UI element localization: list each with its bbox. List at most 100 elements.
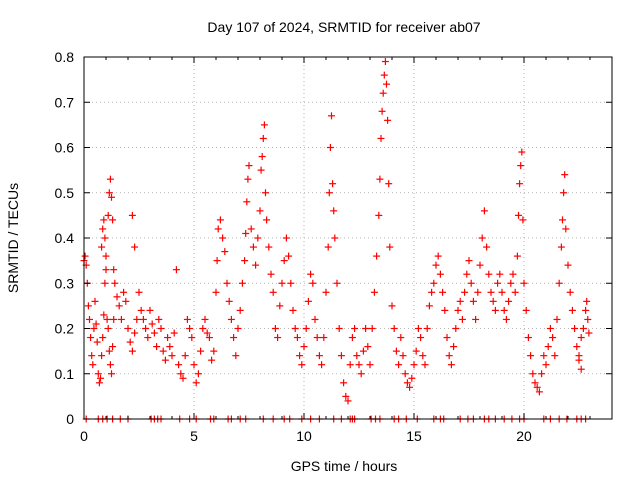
data-point [557, 243, 565, 251]
data-point [194, 370, 202, 378]
x-axis-label: GPS time / hours [291, 458, 398, 474]
data-point [585, 329, 593, 337]
data-point [452, 325, 460, 332]
data-point [280, 257, 288, 265]
data-point [340, 379, 348, 387]
data-point [489, 297, 497, 305]
data-point [485, 270, 493, 278]
data-point [500, 306, 508, 314]
data-point [342, 392, 350, 400]
data-point [549, 334, 557, 342]
data-point [208, 356, 216, 364]
data-point [192, 379, 200, 387]
data-point [103, 315, 111, 323]
data-point [101, 234, 109, 242]
x-tick-label: 10 [296, 428, 312, 444]
data-point [291, 325, 299, 332]
data-point [106, 175, 114, 183]
data-point [329, 180, 337, 188]
data-point [289, 306, 297, 314]
data-point [263, 216, 271, 224]
data-point [381, 58, 389, 66]
data-point [584, 315, 592, 323]
tick-labels: 0 0.1 0.2 0.3 0.4 0.5 0.6 0.7 0.8 0 5 10 15 20 [55, 49, 612, 444]
data-point [397, 334, 405, 342]
data-point [98, 243, 106, 251]
y-tick-label: 0.3 [55, 275, 75, 291]
data-point [265, 243, 273, 251]
data-point [313, 334, 321, 342]
data-point [476, 261, 484, 269]
data-point [417, 334, 425, 342]
data-point [564, 261, 572, 269]
grid-layer [84, 57, 612, 419]
x-tick-label: 15 [406, 428, 422, 444]
data-point [511, 288, 519, 296]
data-point [463, 270, 471, 278]
data-point [122, 297, 130, 305]
data-point [164, 334, 172, 342]
data-point [544, 343, 552, 351]
data-point [92, 320, 100, 328]
data-point [311, 315, 319, 323]
y-tick-label: 0.7 [55, 94, 75, 110]
y-tick-label: 0.5 [55, 185, 75, 201]
data-point [502, 315, 510, 323]
data-point [282, 234, 290, 242]
data-point [515, 211, 522, 219]
data-point [113, 293, 121, 301]
data-point [383, 80, 390, 88]
data-point [256, 207, 264, 215]
data-point [573, 343, 581, 351]
data-point [99, 225, 107, 233]
data-point [210, 347, 218, 355]
y-tick-label: 0 [66, 411, 74, 427]
chart-title: Day 107 of 2024, SRMTID for receiver ab0… [207, 19, 480, 35]
data-point [188, 334, 196, 342]
data-point [243, 198, 251, 206]
data-point [487, 288, 495, 296]
data-point [111, 279, 119, 287]
data-point [498, 288, 506, 296]
data-point [406, 383, 414, 391]
data-point [166, 343, 174, 351]
data-point [507, 279, 515, 287]
data-point [142, 325, 150, 332]
data-point [571, 325, 579, 332]
data-point [181, 352, 189, 360]
data-point [104, 325, 112, 332]
data-point [105, 189, 113, 197]
data-point [529, 370, 537, 378]
data-point [432, 261, 440, 269]
data-point [153, 343, 161, 351]
data-point [161, 356, 169, 364]
data-point [81, 252, 89, 260]
data-point [355, 361, 363, 369]
data-point [392, 347, 400, 355]
data-point [241, 257, 249, 265]
data-point [300, 343, 308, 351]
data-point [401, 370, 409, 378]
data-point [183, 315, 191, 323]
y-axis-label: SRMTID / TECUs [5, 183, 21, 293]
data-point [110, 266, 118, 274]
data-point [199, 325, 207, 332]
x-tick-label: 5 [190, 428, 198, 444]
data-point [128, 211, 136, 219]
data-point [527, 352, 535, 360]
data-point [100, 311, 108, 319]
data-point [108, 370, 115, 378]
plot-frame [83, 56, 613, 420]
data-point [109, 216, 117, 224]
data-point [232, 352, 240, 360]
data-point [467, 279, 475, 287]
y-tick-label: 0.4 [55, 230, 75, 246]
data-point [366, 361, 374, 369]
data-point [276, 302, 284, 310]
data-point [562, 225, 570, 233]
data-point [375, 211, 383, 219]
data-point [419, 352, 427, 360]
data-point [244, 175, 252, 183]
data-point [203, 329, 211, 337]
data-point [378, 107, 386, 115]
